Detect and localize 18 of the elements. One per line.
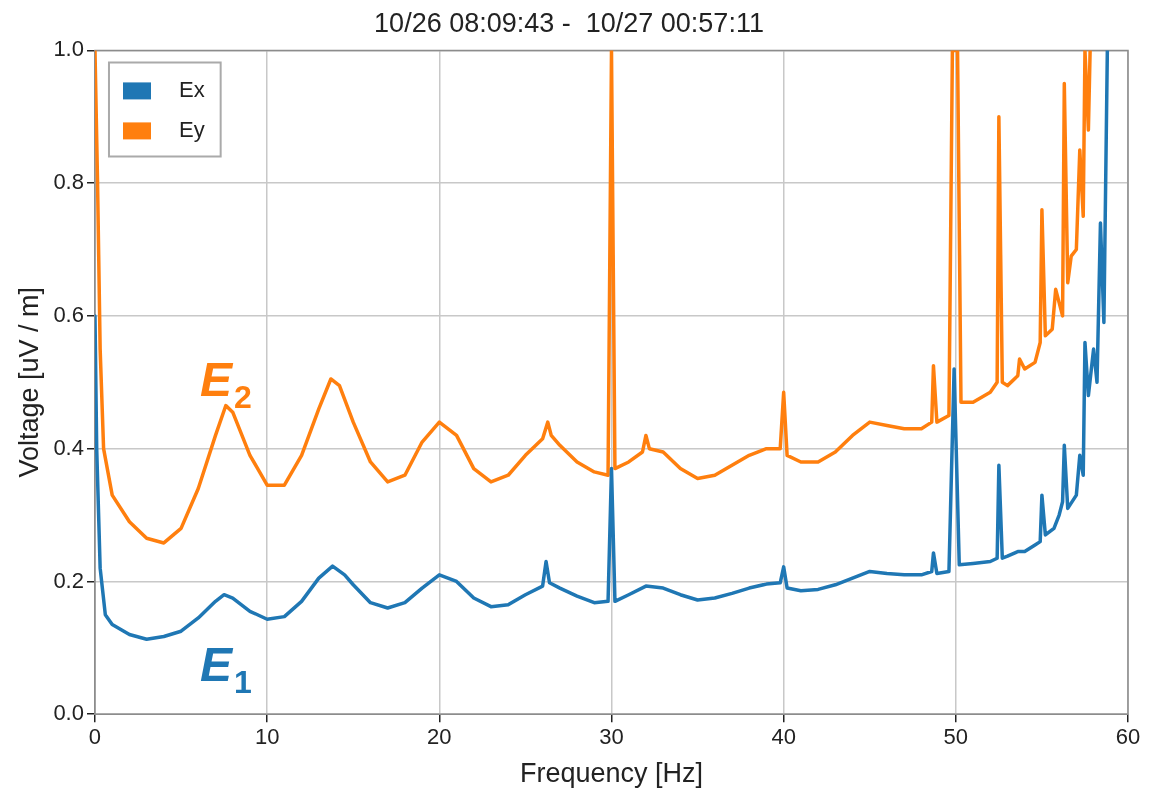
x-tick-label: 0 xyxy=(88,724,102,750)
y-tick-label: 0.8 xyxy=(53,169,84,195)
x-tick-label: 60 xyxy=(1115,724,1141,750)
y-tick-label: 0.6 xyxy=(53,301,84,327)
x-tick-label: 40 xyxy=(771,724,796,750)
x-tick-label: 10 xyxy=(254,724,280,750)
y-tick-label: 0.4 xyxy=(53,434,84,460)
legend-label: Ex xyxy=(178,77,205,103)
x-tick-label: 30 xyxy=(599,724,624,750)
legend-label: Ey xyxy=(178,117,205,143)
chart-title: 10/26 08:09:43 - 10/27 00:57:11 xyxy=(374,7,764,38)
y-tick-label: 1.0 xyxy=(53,36,84,62)
y-tick-label: 0.2 xyxy=(53,567,84,593)
x-tick-label: 50 xyxy=(943,724,969,750)
x-axis-title: Frequency [Hz] xyxy=(519,758,704,789)
y-tick-label: 0.0 xyxy=(53,700,84,726)
y-axis-title: Voltage [uV / m] xyxy=(13,287,44,478)
x-tick-label: 20 xyxy=(427,724,452,750)
